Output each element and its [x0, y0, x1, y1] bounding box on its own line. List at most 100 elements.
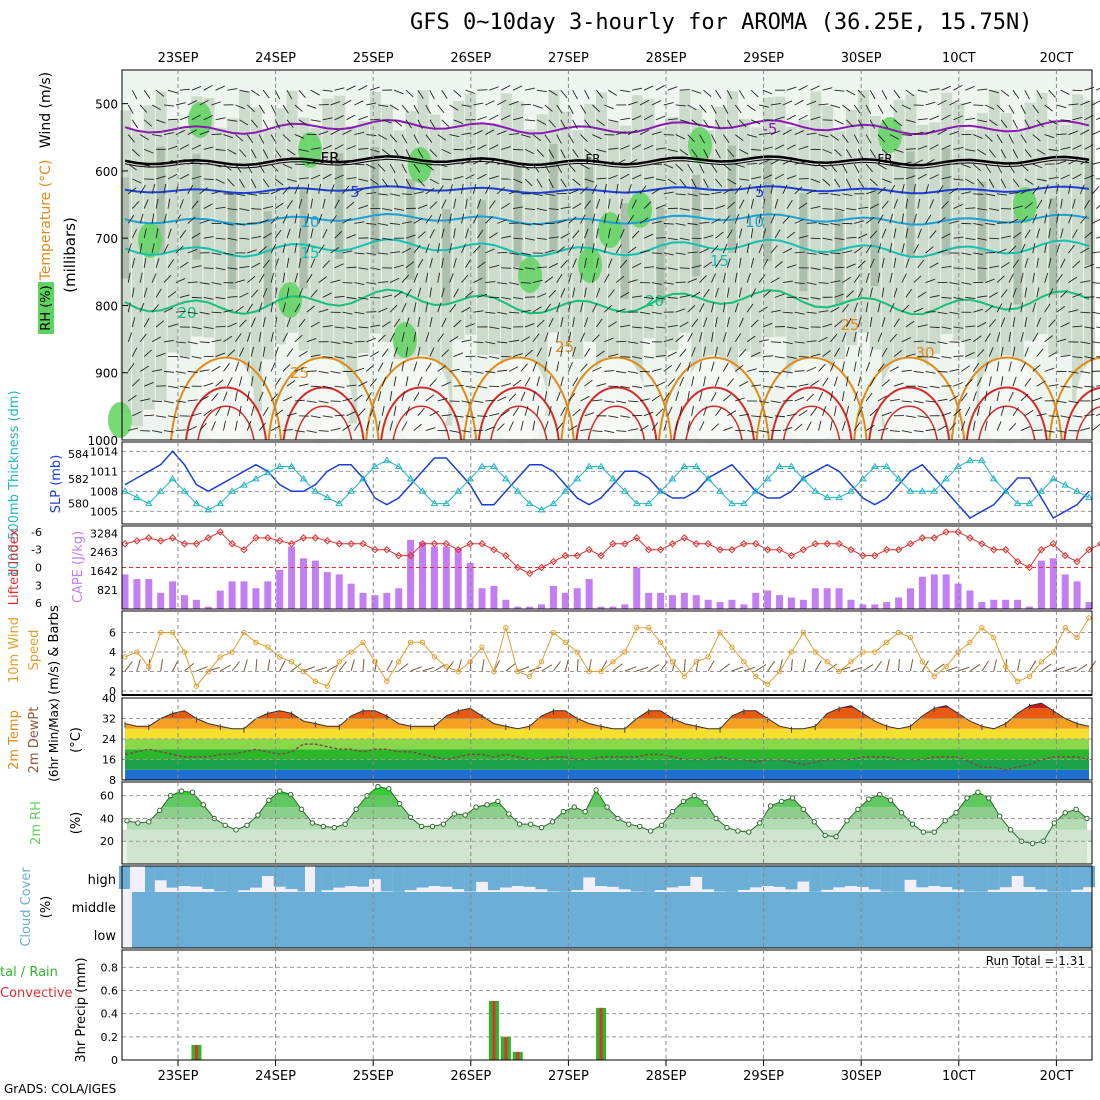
wind-barb	[703, 346, 706, 357]
wind-barb	[679, 376, 685, 387]
wind-barb	[251, 262, 261, 269]
wind-barb	[473, 102, 484, 106]
wind-barb	[318, 244, 325, 254]
date-label-top: 27SEP	[548, 51, 589, 66]
wind-barb	[485, 370, 496, 374]
wind-barb	[568, 244, 575, 254]
wind-barb	[675, 308, 686, 313]
wind-barb	[227, 88, 238, 91]
cape-panel-frame	[121, 525, 1093, 610]
wind-barb	[501, 267, 512, 269]
wind-barb	[798, 410, 808, 417]
wind-barb	[354, 394, 363, 402]
wind-barb	[187, 248, 198, 254]
wind-speed-point	[788, 649, 795, 655]
cloud-high-bar	[273, 866, 286, 887]
temp-tick-label: 8	[109, 774, 116, 787]
wind-barb	[262, 346, 266, 357]
thickness-point	[1025, 499, 1034, 507]
wind-barb	[655, 355, 666, 358]
rh-shade	[703, 130, 715, 427]
wind-barb	[334, 326, 345, 329]
thickness-point	[287, 462, 296, 470]
wind-barb	[619, 198, 623, 209]
wind-barb	[211, 252, 222, 256]
wind-barb	[437, 243, 441, 254]
wind-barb	[235, 104, 245, 110]
wind-barb	[869, 149, 877, 158]
wind-barb	[370, 148, 381, 153]
wind-barb	[893, 199, 898, 209]
wind-barb	[187, 425, 198, 431]
wind-barb	[604, 430, 615, 434]
wind-barb	[913, 244, 919, 254]
wind-barb	[330, 279, 341, 284]
wind-barb	[806, 366, 816, 372]
thickness-point	[763, 474, 772, 482]
wind-barb	[500, 203, 510, 209]
wind-barb	[199, 130, 210, 136]
wind-barb	[239, 208, 250, 211]
wind-barb	[473, 277, 483, 283]
wind-barb	[282, 396, 293, 402]
wind-barb	[497, 311, 508, 315]
cape-bar	[395, 588, 403, 609]
wind-barb	[976, 405, 981, 416]
rh-point	[1029, 840, 1036, 847]
wind-barb	[893, 257, 897, 268]
rh-point	[484, 802, 490, 808]
wind-speed-point	[419, 639, 426, 645]
wind-barb	[175, 278, 186, 283]
wind-barb	[377, 163, 386, 172]
wind-barb	[1095, 205, 1100, 209]
wind-barb	[739, 413, 750, 417]
rh-legend-swatch	[38, 282, 54, 334]
thickness-point	[180, 487, 189, 494]
wind-barb	[211, 421, 216, 431]
date-label-bottom: 10CT	[942, 1069, 976, 1084]
contour-label: 20	[177, 304, 196, 322]
wind-barb	[841, 163, 848, 174]
wind-barb	[726, 258, 731, 268]
precip-tick-label: 0	[111, 1054, 118, 1067]
rh-shade	[715, 106, 727, 411]
wind-barb	[1020, 163, 1029, 172]
lifted-index-point	[847, 546, 855, 554]
wind-barb	[965, 207, 976, 210]
wind-barb	[500, 409, 510, 417]
wind-barb	[738, 89, 745, 99]
wind-barb	[869, 317, 873, 328]
wind-barb	[203, 146, 214, 150]
lifted-index-point	[668, 540, 677, 548]
contour-label: 25	[290, 364, 309, 382]
wind-barb	[310, 147, 321, 150]
wind-barb	[663, 338, 674, 343]
wind-barb	[699, 421, 705, 431]
wind-barb	[881, 411, 892, 417]
surface-wind-barb	[279, 660, 286, 672]
lifted-index-point	[418, 540, 427, 548]
isotherm-30-arch	[575, 386, 658, 441]
wind-barb	[782, 248, 792, 254]
wind-barb	[354, 421, 361, 431]
rh-point	[255, 812, 261, 818]
wind-barb	[512, 353, 523, 358]
wind-barb	[810, 206, 821, 210]
wind-barb	[822, 323, 833, 328]
rh-shade	[286, 90, 298, 333]
wind-barb	[568, 272, 572, 283]
wind-barb	[560, 317, 564, 328]
wind-barb	[1000, 289, 1008, 298]
rh-shade	[358, 121, 370, 353]
thickness-point	[442, 499, 451, 507]
wind-barb	[132, 411, 142, 417]
wind-barb	[282, 243, 286, 254]
rh-point	[833, 833, 839, 840]
wind-barb	[750, 288, 757, 298]
thickness-point	[620, 487, 629, 494]
surface-wind-barb	[350, 659, 355, 672]
lifted-index-point	[359, 540, 367, 548]
rh-point	[178, 788, 185, 794]
wind-barb	[691, 119, 700, 127]
wind-barb	[1068, 244, 1075, 254]
